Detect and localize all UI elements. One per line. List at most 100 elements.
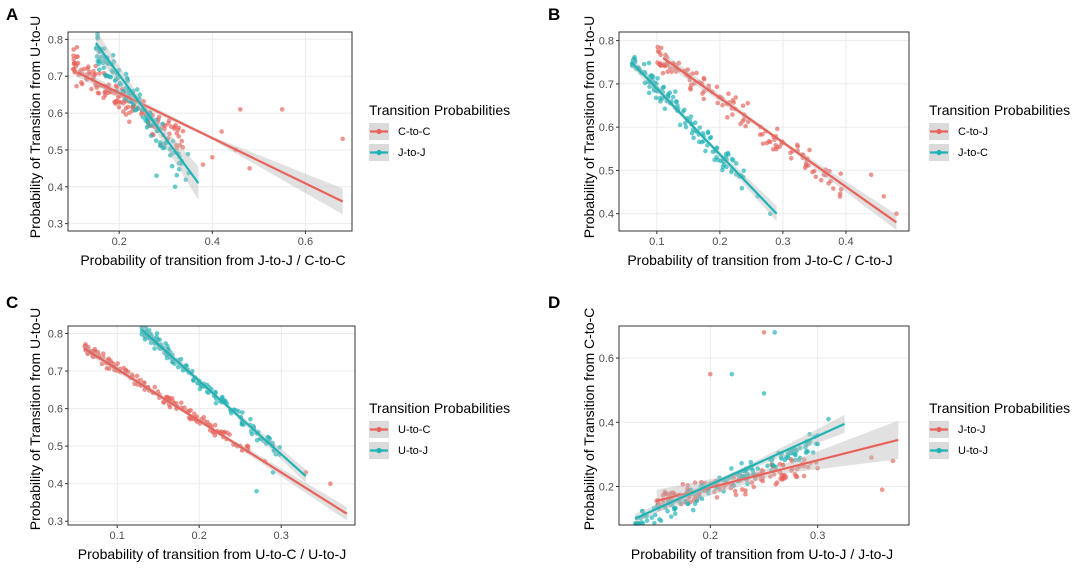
data-point	[144, 125, 150, 130]
data-point	[688, 87, 693, 92]
x-tick-label: 0.2	[712, 236, 727, 248]
data-point	[703, 148, 708, 154]
data-point	[212, 422, 218, 428]
panel-border	[67, 31, 353, 232]
legend-title: Transition Probabilities	[369, 102, 510, 118]
data-point	[79, 80, 84, 85]
data-point	[700, 91, 705, 96]
data-point	[176, 160, 182, 166]
data-point	[279, 107, 285, 112]
data-point	[154, 331, 160, 336]
y-axis-title: Probability of Transition from C-to-C	[581, 308, 597, 531]
panel-c: C Probability of transition from U-to-C …	[6, 293, 510, 562]
data-point	[110, 70, 116, 75]
legend-key-point	[936, 149, 942, 156]
confidence-band	[656, 420, 899, 513]
data-point	[743, 491, 748, 497]
data-point	[141, 99, 146, 104]
data-point	[685, 483, 691, 488]
data-point	[654, 81, 659, 87]
data-point	[168, 153, 173, 158]
data-point	[731, 483, 737, 488]
data-point	[174, 146, 179, 151]
data-point	[685, 501, 691, 506]
data-point	[755, 466, 761, 471]
data-point	[879, 487, 885, 492]
data-point	[660, 70, 666, 76]
data-point	[175, 364, 181, 370]
data-point	[739, 460, 744, 466]
data-point	[667, 65, 673, 71]
x-tick-label: 0.2	[703, 530, 718, 542]
data-point	[169, 163, 175, 169]
legend-title: Transition Probabilities	[929, 400, 1070, 416]
data-point	[227, 432, 232, 437]
data-point	[649, 515, 655, 520]
data-point	[213, 400, 219, 406]
y-tick-label: 0.7	[48, 366, 63, 378]
data-point	[658, 45, 664, 51]
data-point	[75, 54, 80, 59]
x-axis-title: Probability of transition from J-to-C / …	[627, 252, 892, 268]
data-point	[254, 488, 259, 494]
data-point	[726, 152, 731, 157]
data-point	[749, 480, 755, 485]
data-point	[123, 71, 129, 77]
y-tick-label: 0.8	[599, 36, 614, 48]
y-tick-label: 0.6	[599, 353, 614, 365]
data-point	[699, 496, 705, 502]
data-point	[677, 122, 683, 128]
data-point	[714, 154, 719, 160]
data-point	[134, 373, 140, 379]
data-point	[814, 441, 819, 446]
data-point	[733, 161, 739, 166]
data-point	[721, 484, 727, 490]
trend-line	[83, 347, 348, 515]
x-tick-label: 0.4	[838, 236, 853, 248]
data-point	[237, 107, 243, 112]
data-point	[160, 145, 166, 151]
y-tick-label: 0.4	[48, 479, 63, 491]
data-point	[72, 60, 77, 66]
y-tick-label: 0.4	[48, 182, 63, 194]
data-point	[768, 211, 773, 216]
legend-key-point	[936, 128, 942, 135]
y-tick-label: 0.6	[599, 122, 614, 134]
y-tick-label: 0.6	[48, 108, 63, 120]
data-point	[180, 128, 186, 134]
data-point	[868, 172, 874, 178]
data-point	[810, 450, 816, 455]
data-point	[191, 378, 196, 383]
data-point	[219, 129, 224, 134]
data-point	[168, 124, 174, 130]
data-point	[705, 130, 711, 136]
x-tick-label: 0.3	[274, 530, 289, 542]
panel-letter: B	[548, 5, 560, 24]
data-point	[658, 518, 664, 524]
data-point	[838, 171, 844, 176]
data-point	[185, 151, 191, 157]
y-tick-label: 0.4	[599, 209, 614, 221]
data-point	[794, 448, 799, 454]
data-point	[148, 340, 154, 345]
data-point	[794, 142, 800, 148]
data-point	[123, 96, 129, 102]
data-point	[71, 53, 76, 58]
data-point	[689, 130, 695, 136]
data-point	[178, 356, 184, 362]
data-point	[805, 464, 811, 470]
data-point	[152, 384, 158, 390]
data-point	[760, 468, 766, 474]
data-point	[890, 458, 896, 464]
data-point	[881, 194, 887, 199]
trend-line	[76, 71, 344, 203]
data-point	[115, 94, 121, 99]
data-point	[869, 455, 874, 460]
data-point	[157, 140, 163, 145]
trend-line	[634, 422, 846, 520]
data-point	[741, 168, 747, 173]
trend-line	[662, 57, 898, 224]
data-point	[132, 107, 138, 113]
data-point	[804, 448, 810, 454]
data-point	[205, 419, 210, 425]
